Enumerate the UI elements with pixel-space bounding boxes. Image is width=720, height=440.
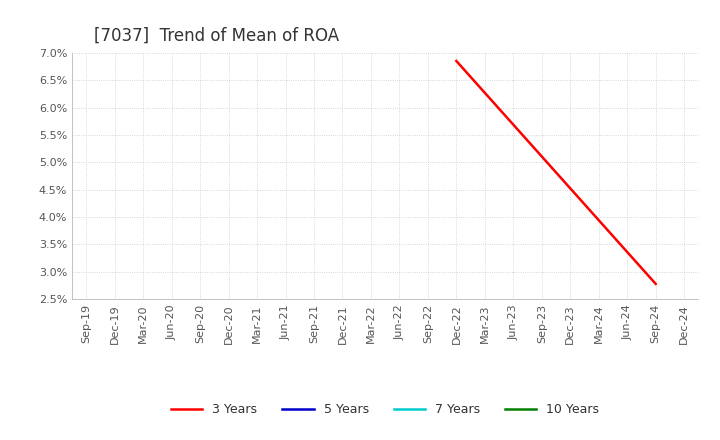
3 Years <box>460 67 469 73</box>
3 Years <box>452 59 461 64</box>
3 Years <box>642 270 650 275</box>
3 Years <box>634 262 643 268</box>
3 Years <box>652 281 660 286</box>
3 Years <box>464 72 473 77</box>
Legend: 3 Years, 5 Years, 7 Years, 10 Years: 3 Years, 5 Years, 7 Years, 10 Years <box>166 398 604 421</box>
3 Years <box>489 100 498 105</box>
Text: [7037]  Trend of Mean of ROA: [7037] Trend of Mean of ROA <box>94 26 338 44</box>
3 Years <box>505 118 514 123</box>
Line: 3 Years: 3 Years <box>456 61 656 284</box>
